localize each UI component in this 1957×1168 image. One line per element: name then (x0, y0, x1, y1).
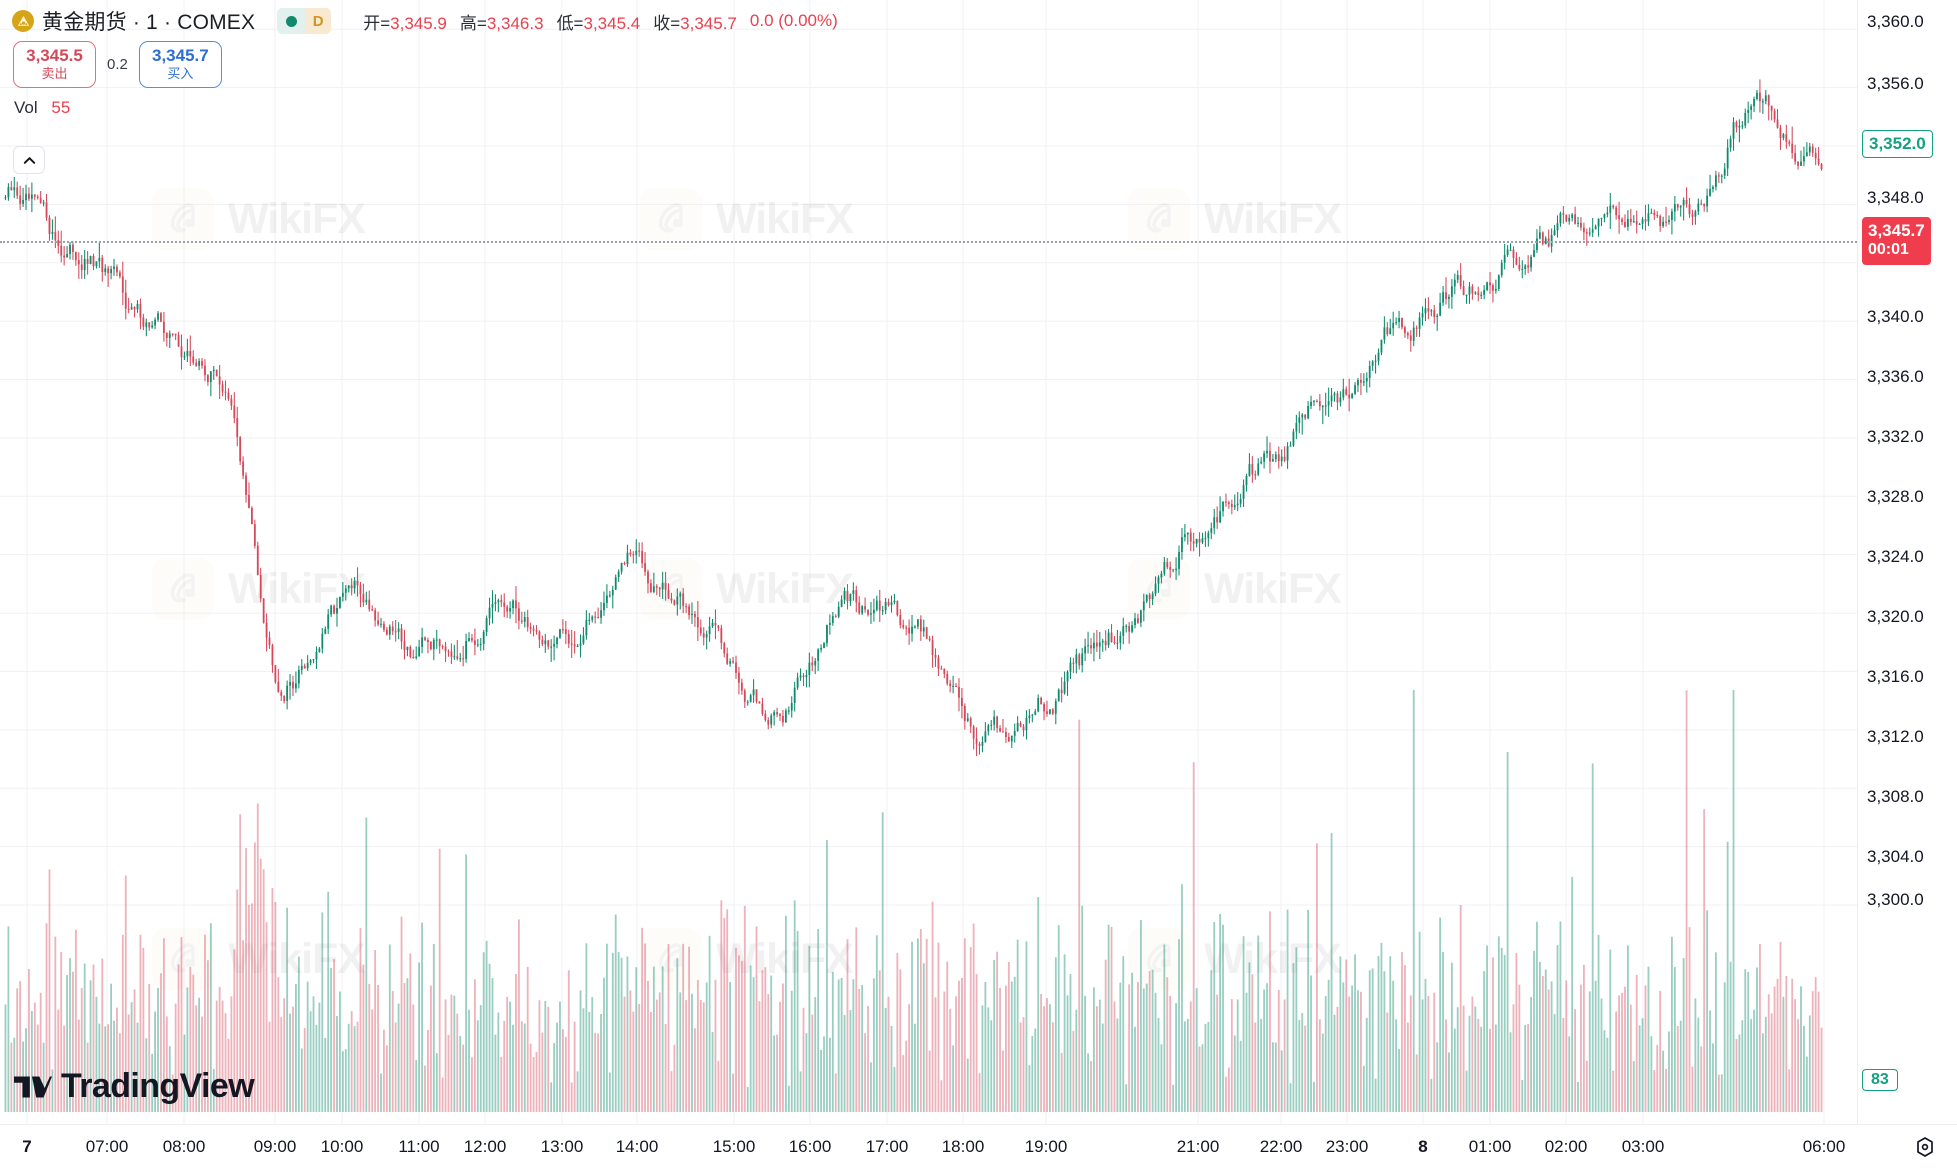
price-tick: 3,328.0 (1867, 487, 1924, 506)
ohlc-close-label: 收= (653, 13, 681, 33)
gold-futures-icon (12, 10, 34, 32)
price-tick: 3,308.0 (1867, 787, 1924, 806)
volume-legend-value: 55 (51, 97, 71, 117)
chart-legend: 黄金期货 · 1 · COMEX D 开= 3,345.9 高= 3,346.3… (12, 6, 838, 118)
chart-plot-area[interactable]: WikiFX WikiFX WikiFX WikiFX WikiFX WikiFX Wiki… (0, 0, 1857, 1124)
buy-label: 买入 (167, 65, 194, 81)
time-axis[interactable]: 7 07:00 08:00 09:00 10:00 11:00 12:00 13:00 14:0… (0, 1124, 1957, 1168)
price-axis[interactable]: 3,360.0 3,356.0 3,348.0 3,340.0 3,336.0 3,332… (1857, 0, 1957, 1124)
price-tick: 3,360.0 (1867, 12, 1924, 31)
timeframe-pill[interactable]: D (277, 8, 332, 34)
price-tick: 3,304.0 (1867, 847, 1924, 866)
time-tick: 13:00 (540, 1137, 584, 1156)
price-tick: 3,340.0 (1867, 307, 1924, 326)
volume-legend-label: Vol (14, 97, 38, 117)
timeframe-letter: D (305, 8, 332, 34)
ohlc-high: 高= 3,346.3 (460, 9, 544, 34)
ohlc-change: 0.0 (0.00%) (749, 11, 838, 30)
ohlc-open: 开= 3,345.9 (363, 9, 447, 34)
market-status-dot (277, 8, 306, 34)
last-price-line (0, 241, 1857, 243)
time-tick: 7 (22, 1137, 32, 1156)
symbol-title[interactable]: 黄金期货 · 1 · COMEX (42, 11, 256, 34)
ohlc-open-label: 开= (363, 13, 391, 33)
time-tick: 07:00 (85, 1137, 129, 1156)
ohlc-high-value: 3,346.3 (486, 13, 544, 33)
price-tick: 3,300.0 (1867, 890, 1924, 909)
time-tick: 17:00 (865, 1137, 909, 1156)
bar-countdown: 00:01 (1868, 241, 1909, 259)
ohlc-values: 开= 3,345.9 高= 3,346.3 低= 3,345.4 收= 3,34… (363, 9, 838, 34)
tradingview-logo: TradingView (14, 1067, 255, 1106)
last-price-badge[interactable]: 3,345.7 00:01 (1862, 217, 1931, 265)
candlestick-series (4, 79, 1823, 1112)
price-tick: 3,320.0 (1867, 607, 1924, 626)
time-tick: 23:00 (1325, 1137, 1369, 1156)
volume-scale-badge: 83 (1862, 1069, 1898, 1091)
time-tick: 19:00 (1024, 1137, 1068, 1156)
time-tick: 10:00 (320, 1137, 364, 1156)
time-tick: 03:00 (1621, 1137, 1665, 1156)
time-tick: 18:00 (941, 1137, 985, 1156)
last-price-value: 3,345.7 (1868, 221, 1925, 241)
time-tick: 06:00 (1802, 1137, 1846, 1156)
tradingview-logo-text: TradingView (61, 1067, 255, 1105)
chart-gridlines (0, 0, 1857, 1124)
chevron-up-icon (23, 156, 35, 164)
price-tick: 3,336.0 (1867, 367, 1924, 386)
price-tick: 3,356.0 (1867, 74, 1924, 93)
time-tick: 16:00 (788, 1137, 832, 1156)
ohlc-close: 收= 3,345.7 (653, 9, 737, 34)
collapse-pane-button[interactable] (13, 146, 45, 174)
ohlc-low: 低= 3,345.4 (557, 9, 641, 34)
time-tick: 12:00 (463, 1137, 507, 1156)
buy-quote-button[interactable]: 3,345.7 买入 (138, 41, 222, 88)
sell-quote-button[interactable]: 3,345.5 卖出 (13, 41, 96, 88)
buy-price: 3,345.7 (151, 46, 209, 65)
crosshair-target-icon[interactable] (1911, 1133, 1939, 1161)
ohlc-open-value: 3,345.9 (390, 13, 447, 33)
time-tick: 22:00 (1259, 1137, 1303, 1156)
time-tick: 02:00 (1544, 1137, 1588, 1156)
time-tick: 14:00 (615, 1137, 659, 1156)
ohlc-low-label: 低= (556, 13, 584, 33)
time-tick: 01:00 (1468, 1137, 1512, 1156)
time-tick: 21:00 (1176, 1137, 1220, 1156)
sell-price: 3,345.5 (26, 46, 83, 65)
spread-value: 0.2 (107, 55, 128, 73)
time-tick: 08:00 (162, 1137, 206, 1156)
price-tick: 3,332.0 (1867, 427, 1924, 446)
time-tick: 09:00 (253, 1137, 297, 1156)
volume-legend[interactable]: Vol 55 (14, 98, 838, 118)
price-tick: 3,312.0 (1867, 727, 1924, 746)
time-tick: 11:00 (398, 1137, 440, 1156)
ohlc-high-label: 高= (459, 13, 487, 33)
quote-row: 3,345.5 卖出 0.2 3,345.7 买入 (13, 41, 838, 88)
ohlc-close-value: 3,345.7 (680, 13, 737, 33)
crosshair-price-badge: 3,352.0 (1862, 130, 1933, 158)
sell-label: 卖出 (41, 65, 68, 81)
legend-symbol-row: 黄金期货 · 1 · COMEX D 开= 3,345.9 高= 3,346.3… (12, 6, 838, 36)
price-tick: 3,348.0 (1867, 188, 1924, 207)
time-tick: 15:00 (712, 1137, 756, 1156)
price-tick: 3,316.0 (1867, 667, 1924, 686)
tradingview-logo-icon (14, 1075, 52, 1098)
price-tick: 3,324.0 (1867, 547, 1924, 566)
ohlc-low-value: 3,345.4 (583, 13, 641, 33)
time-tick: 8 (1418, 1137, 1428, 1156)
